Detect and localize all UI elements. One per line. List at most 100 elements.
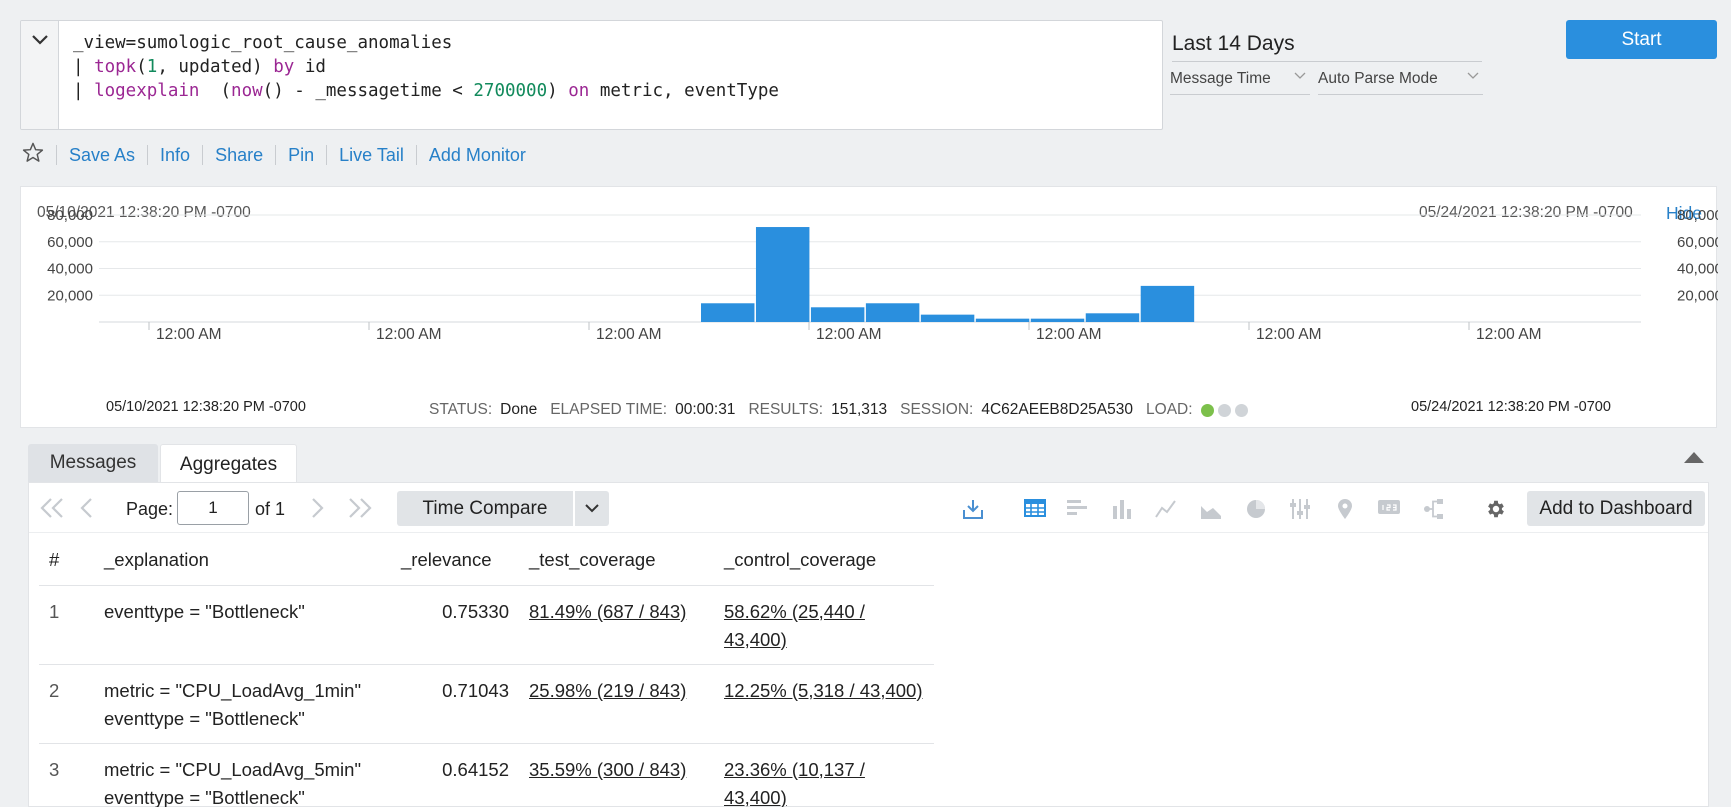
next-page-icon[interactable] [309,497,325,519]
area-chart-icon[interactable] [1200,498,1222,520]
hide-histogram-link[interactable]: Hide [1666,203,1702,223]
x-tick-label: 12:00 AM [816,326,882,343]
explanation-line: eventtype = "Bottleneck" [104,600,305,622]
keyword-on: on [568,81,590,101]
first-page-icon[interactable] [39,497,65,519]
search-action-bar: Save As Info Share Pin Live Tail Add Mon… [20,140,538,170]
elapsed-value: 00:00:31 [675,401,736,418]
map-pin-icon[interactable] [1336,498,1354,520]
time-field-dropdown[interactable]: Message Time [1170,66,1310,95]
load-indicator-off [1234,403,1248,417]
row-test-coverage: 25.98% (219 / 843) [519,664,714,744]
y-tick-label-right: 20,000 [1677,287,1718,304]
x-tick-label: 12:00 AM [156,326,222,343]
gear-icon[interactable] [1485,498,1507,520]
x-tick-label: 12:00 AM [1476,326,1542,343]
column-header-control-coverage[interactable]: _control_coverage [714,535,934,586]
tab-messages[interactable]: Messages [28,444,158,482]
control-coverage-link[interactable]: 12.25% (5,318 / 43,400) [724,679,923,701]
row-index: 3 [39,743,94,807]
number-literal: 2700000 [473,81,548,101]
histogram-bar [701,303,755,322]
page-of-label: of 1 [255,499,286,519]
time-compare-dropdown[interactable] [575,491,609,526]
chevron-down-icon [585,504,599,513]
row-control-coverage: 12.25% (5,318 / 43,400) [714,664,934,744]
last-page-icon[interactable] [347,497,373,519]
status-row: STATUS: Done ELAPSED TIME: 00:00:31 RESULT… [429,401,1252,419]
function-now: now [231,81,263,101]
column-header-relevance[interactable]: _relevance [391,535,519,586]
collapse-query-button[interactable] [21,21,59,129]
pin-link[interactable]: Pin [275,145,326,165]
x-tick-label: 12:00 AM [376,326,442,343]
column-header-explanation[interactable]: _explanation [94,535,391,586]
explanation-line: eventtype = "Bottleneck" [104,707,305,729]
control-coverage-link[interactable]: 58.62% (25,440 / 43,400) [724,600,865,650]
chevron-down-icon [1467,72,1479,79]
collapse-panel-icon[interactable] [1683,450,1705,464]
page-number-input[interactable] [177,491,249,525]
row-explanation: metric = "CPU_LoadAvg_1min" eventtype = "… [94,664,391,744]
line-chart-icon[interactable] [1155,498,1177,520]
y-tick-label-right: 60,000 [1677,234,1718,251]
add-monitor-link[interactable]: Add Monitor [415,145,538,165]
column-chart-icon[interactable] [1111,498,1133,520]
y-tick-label-right: 80,000 [1677,207,1718,224]
paren: ( [136,57,147,77]
info-link[interactable]: Info [147,145,202,165]
row-explanation: eventtype = "Bottleneck" [94,585,391,665]
y-tick-label-right: 40,000 [1677,261,1718,278]
y-tick-label-left: 80,000 [47,207,93,224]
single-value-icon[interactable] [1378,498,1400,516]
query-editor[interactable]: _view=sumologic_root_cause_anomalies | to… [20,20,1163,130]
column-header-test-coverage[interactable]: _test_coverage [519,535,714,586]
status-value: Done [500,401,538,418]
table-view-icon[interactable] [1024,498,1046,518]
previous-page-icon[interactable] [79,497,95,519]
chevron-down-icon [31,35,48,45]
download-icon[interactable] [962,498,984,520]
results-value: 151,313 [831,401,888,418]
parse-mode-value: Auto Parse Mode [1318,70,1438,87]
x-tick-label: 12:00 AM [1036,326,1102,343]
start-button[interactable]: Start [1566,20,1717,59]
histogram-bar [755,227,810,322]
control-coverage-link[interactable]: 23.36% (10,137 / 43,400) [724,758,865,807]
slider-chart-icon[interactable] [1289,498,1311,520]
test-coverage-link[interactable]: 35.59% (300 / 843) [529,758,687,780]
query-text[interactable]: _view=sumologic_root_cause_anomalies | to… [73,31,779,103]
share-link[interactable]: Share [202,145,275,165]
session-label: SESSION: [900,401,974,418]
query-line-3: | logexplain (now() - _messagetime < 270… [73,79,779,103]
table-header-row: # _explanation _relevance _test_coverage… [39,535,934,586]
parse-mode-dropdown[interactable]: Auto Parse Mode [1318,66,1483,95]
test-coverage-link[interactable]: 81.49% (687 / 843) [529,600,687,622]
number-literal: 1 [146,57,158,77]
row-test-coverage: 35.59% (300 / 843) [519,743,714,807]
histogram-bar [1030,318,1085,322]
bar-chart-icon[interactable] [1066,498,1088,518]
row-index: 1 [39,585,94,665]
row-test-coverage: 81.49% (687 / 843) [519,585,714,665]
histogram-bar [1085,313,1140,322]
time-range-input[interactable]: Last 14 Days [1172,30,1482,62]
histogram-bar [1140,285,1195,322]
histogram-chart[interactable]: 80,000 80,000 60,000 60,000 40,000 40,000 20,0… [21,187,1718,387]
load-indicator-off [1217,403,1231,417]
pie-chart-icon[interactable] [1245,498,1267,520]
time-compare-button[interactable]: Time Compare [397,491,573,526]
live-tail-link[interactable]: Live Tail [326,145,416,165]
star-icon[interactable] [20,142,56,168]
keyword-by: by [273,57,295,77]
pipe: | [73,81,95,101]
tab-aggregates[interactable]: Aggregates [160,444,297,484]
query-line-2: | topk(1, updated) by id [73,55,779,79]
aggregates-table: # _explanation _relevance _test_coverage… [39,535,934,807]
histogram-panel: 05/10/2021 12:38:20 PM -0700 05/24/2021 … [20,186,1718,428]
test-coverage-link[interactable]: 25.98% (219 / 843) [529,679,687,701]
graph-view-icon[interactable] [1423,498,1445,520]
column-header-index[interactable]: # [39,535,94,586]
save-as-link[interactable]: Save As [56,145,147,165]
add-to-dashboard-button[interactable]: Add to Dashboard [1527,491,1705,526]
